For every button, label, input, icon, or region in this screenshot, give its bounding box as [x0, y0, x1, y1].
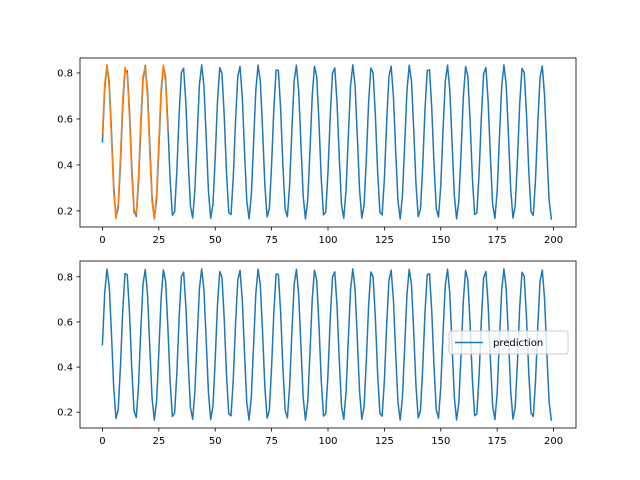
top-subplot: 0 25 50 75 100 125 150 175 200 0.2 0.4 0.6 0.8: [57, 57, 577, 246]
y-tick-label: 0.4: [57, 363, 73, 374]
bottom-subplot-x-ticks: 0 25 50 75 100 125 150 175 200: [99, 428, 563, 447]
x-tick-label: 0: [99, 436, 105, 447]
y-tick-label: 0.2: [57, 408, 73, 419]
bottom-subplot: 0 25 50 75 100 125 150 175 200 0.2 0.4 0.6 0.8 pred…: [57, 260, 577, 447]
x-tick-label: 150: [431, 436, 450, 447]
bottom-subplot-legend: prediction: [448, 330, 569, 355]
y-tick-label: 0.8: [57, 68, 73, 79]
x-tick-label: 175: [488, 235, 507, 246]
y-tick-label: 0.6: [57, 317, 73, 328]
series-line-0: [101, 268, 553, 421]
x-tick-label: 25: [152, 235, 165, 246]
legend-box: [448, 330, 569, 355]
top-subplot-series: [101, 64, 553, 220]
x-tick-label: 100: [318, 235, 337, 246]
x-tick-label: 75: [265, 436, 278, 447]
bottom-subplot-y-ticks: 0.2 0.4 0.6 0.8: [57, 272, 80, 419]
y-tick-label: 0.2: [57, 206, 73, 217]
y-tick-label: 0.8: [57, 272, 73, 283]
top-subplot-x-ticks: 0 25 50 75 100 125 150 175 200: [99, 227, 563, 246]
bottom-subplot-series: [101, 268, 553, 421]
x-tick-label: 50: [209, 235, 222, 246]
legend-label: prediction: [493, 338, 543, 349]
x-tick-label: 100: [318, 436, 337, 447]
series-line-1: [101, 64, 169, 220]
x-tick-label: 175: [488, 436, 507, 447]
x-tick-label: 125: [375, 235, 394, 246]
y-tick-label: 0.4: [57, 160, 73, 171]
x-tick-label: 0: [99, 235, 105, 246]
top-subplot-y-ticks: 0.2 0.4 0.6 0.8: [57, 68, 80, 217]
x-tick-label: 25: [152, 436, 165, 447]
x-tick-label: 200: [544, 436, 563, 447]
x-tick-label: 75: [265, 235, 278, 246]
x-tick-label: 200: [544, 235, 563, 246]
x-tick-label: 50: [209, 436, 222, 447]
x-tick-label: 125: [375, 436, 394, 447]
series-line-0: [101, 64, 553, 220]
y-tick-label: 0.6: [57, 114, 73, 125]
x-tick-label: 150: [431, 235, 450, 246]
